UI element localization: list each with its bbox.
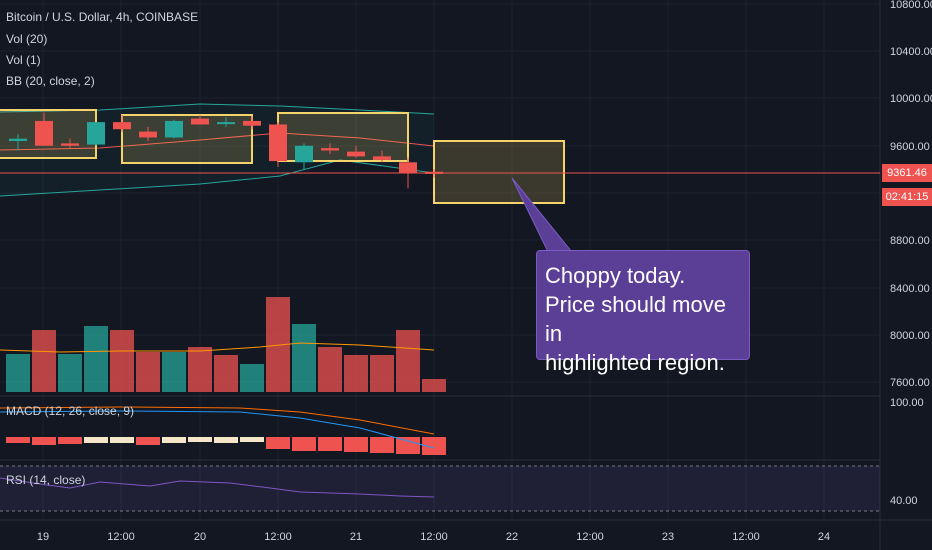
bb-basis-line: [0, 132, 435, 151]
indicator-bollinger[interactable]: BB (20, close, 2): [6, 74, 95, 88]
highlight-box: [433, 140, 565, 204]
candle-body: [243, 120, 261, 126]
candle-body: [373, 156, 391, 160]
macd-bar: [240, 437, 264, 442]
volume-bar: [422, 379, 446, 392]
candle-body: [61, 143, 79, 146]
bb-lower-line: [0, 159, 435, 197]
candle-body: [191, 118, 209, 125]
candle-body: [295, 145, 313, 163]
rsi-axis-label: 40.00: [890, 495, 918, 507]
volume-bar: [162, 352, 186, 392]
annotation-line-2: Price should move in: [545, 292, 726, 346]
price-axis: 10800.00 10400.00 10000.00 9600.00 8800.00 84…: [890, 0, 932, 507]
bar-countdown-tag: 02:41:15: [882, 188, 932, 206]
volume-bar: [292, 324, 316, 392]
time-axis: 19 12:00 20 12:00 21 12:00 22 12:00 23 12:00 24: [37, 531, 830, 543]
volume-bar: [32, 330, 56, 392]
macd-bar: [344, 437, 368, 452]
macd-line: [0, 410, 435, 449]
candle-body: [217, 122, 235, 125]
price-axis-label: 7600.00: [890, 377, 930, 389]
volume-bars: [0, 297, 446, 392]
macd-bar: [136, 437, 160, 445]
macd-label[interactable]: MACD (12, 26, close, 9): [6, 404, 135, 418]
price-axis-label: 8000.00: [890, 330, 930, 342]
volume-bar: [396, 330, 420, 392]
rsi-line: [0, 477, 435, 498]
price-axis-label: 10800.00: [890, 0, 932, 11]
price-axis-label: 10400.00: [890, 46, 932, 58]
candle-body: [399, 162, 417, 173]
candle-body: [35, 120, 53, 146]
indicator-volume-20[interactable]: Vol (20): [6, 32, 48, 46]
current-price-tag: 9361.46: [882, 164, 932, 182]
time-axis-label: 12:00: [420, 531, 448, 543]
price-axis-label: 9600.00: [890, 141, 930, 153]
macd-bar: [422, 437, 446, 455]
time-axis-label: 12:00: [732, 531, 760, 543]
volume-bar: [318, 347, 342, 392]
candle-body: [113, 122, 131, 130]
candle-body: [321, 148, 339, 151]
volume-bar: [110, 330, 134, 392]
macd-bar: [214, 437, 238, 443]
time-axis-label: 24: [818, 531, 830, 543]
annotation-line-1: Choppy today.: [545, 263, 686, 288]
candle-body: [9, 138, 27, 142]
indicator-volume-1[interactable]: Vol (1): [6, 53, 41, 67]
rsi-pane: [0, 465, 880, 512]
time-axis-label: 23: [662, 531, 674, 543]
macd-bar: [318, 437, 342, 451]
volume-ma-line: [0, 342, 435, 353]
candle-body: [347, 151, 365, 157]
macd-bar: [162, 437, 186, 443]
macd-bar: [396, 437, 420, 454]
macd-bar: [84, 437, 108, 443]
price-axis-label: 8800.00: [890, 235, 930, 247]
candle-body: [269, 124, 287, 162]
time-axis-label: 19: [37, 531, 49, 543]
volume-bar: [84, 326, 108, 392]
macd-bar: [370, 437, 394, 453]
candle-body: [139, 131, 157, 138]
macd-bar: [32, 437, 56, 445]
candle-body: [87, 122, 105, 145]
candle-body: [165, 120, 183, 138]
volume-bar: [6, 354, 30, 392]
macd-histogram: [0, 406, 446, 455]
macd-axis-label: 100.00: [890, 397, 924, 409]
symbol-title[interactable]: Bitcoin / U.S. Dollar, 4h, COINBASE: [6, 10, 199, 24]
macd-bar: [292, 437, 316, 451]
rsi-band: [0, 466, 880, 511]
price-axis-label: 10000.00: [890, 93, 932, 105]
volume-bar: [370, 355, 394, 392]
macd-bar: [6, 437, 30, 443]
rsi-label[interactable]: RSI (14, close): [6, 473, 86, 487]
macd-bar: [110, 437, 134, 443]
volume-bar: [240, 364, 264, 392]
volume-bar: [214, 355, 238, 392]
price-axis-label: 8400.00: [890, 283, 930, 295]
candlesticks: [9, 112, 443, 189]
volume-bar: [344, 355, 368, 392]
time-axis-label: 12:00: [576, 531, 604, 543]
macd-bar: [58, 437, 82, 444]
time-axis-label: 20: [194, 531, 206, 543]
time-axis-label: 12:00: [107, 531, 135, 543]
volume-bar: [136, 352, 160, 392]
volume-bar: [188, 347, 212, 392]
annotation-callout[interactable]: Choppy today. Price should move in highl…: [536, 250, 750, 375]
macd-bar: [266, 437, 290, 449]
annotation-line-3: highlighted region.: [545, 350, 725, 375]
time-axis-label: 12:00: [264, 531, 292, 543]
macd-bar: [188, 437, 212, 442]
macd-signal-line: [0, 406, 435, 435]
time-axis-label: 22: [506, 531, 518, 543]
time-axis-label: 21: [350, 531, 362, 543]
volume-bar: [58, 354, 82, 392]
